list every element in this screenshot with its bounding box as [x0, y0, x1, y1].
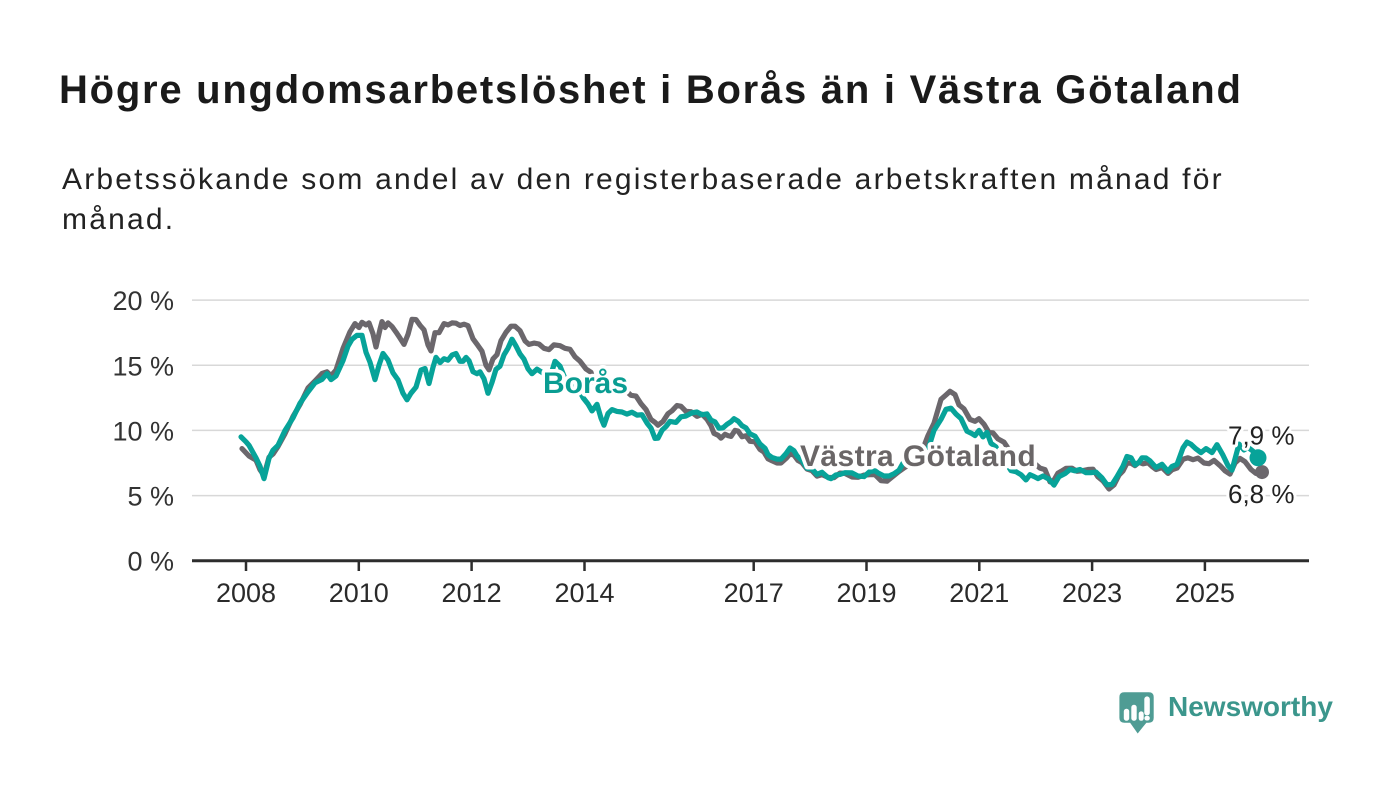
svg-text:7,9 %: 7,9 %: [1228, 421, 1295, 451]
svg-text:Västra Götaland: Västra Götaland: [800, 440, 1036, 473]
svg-text:2014: 2014: [554, 578, 614, 608]
svg-text:6,8 %: 6,8 %: [1228, 479, 1295, 509]
svg-text:20 %: 20 %: [112, 286, 174, 316]
svg-text:2017: 2017: [724, 578, 784, 608]
svg-text:2023: 2023: [1062, 578, 1122, 608]
svg-text:0 %: 0 %: [127, 547, 174, 577]
svg-text:2025: 2025: [1175, 578, 1235, 608]
svg-text:2012: 2012: [442, 578, 502, 608]
svg-text:15 %: 15 %: [112, 351, 174, 381]
svg-text:2008: 2008: [216, 578, 276, 608]
svg-text:5 %: 5 %: [127, 482, 174, 512]
svg-text:2019: 2019: [836, 578, 896, 608]
svg-text:2021: 2021: [949, 578, 1009, 608]
svg-text:10 %: 10 %: [112, 416, 174, 446]
svg-text:2010: 2010: [329, 578, 389, 608]
svg-text:Borås: Borås: [543, 367, 628, 400]
